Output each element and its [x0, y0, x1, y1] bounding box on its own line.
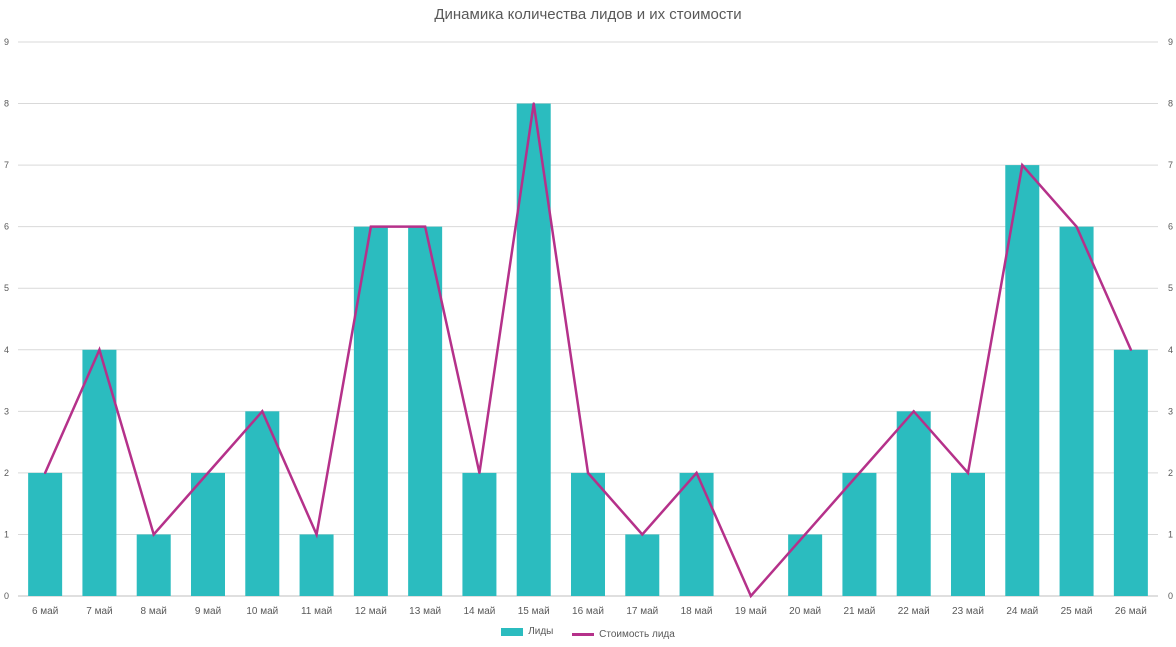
y2-tick-label: 4: [1168, 345, 1173, 355]
line-point: [315, 533, 318, 536]
y-tick-label: 3: [4, 406, 9, 416]
x-tick-label: 13 май: [409, 606, 441, 617]
x-tick-label: 16 май: [572, 606, 604, 617]
bar: [28, 472, 63, 596]
bar: [299, 534, 334, 596]
line-point: [532, 102, 535, 105]
bar: [625, 534, 660, 596]
line-point: [98, 348, 101, 351]
x-tick-label: 15 май: [518, 606, 550, 617]
line-point: [1075, 225, 1078, 228]
line-point: [695, 471, 698, 475]
y2-tick-label: 8: [1168, 99, 1173, 109]
bar: [788, 534, 823, 596]
line-point: [206, 471, 210, 475]
bar: [679, 472, 714, 596]
y2-tick-label: 5: [1168, 283, 1173, 293]
x-tick-label: 10 май: [246, 606, 278, 617]
y-tick-label: 4: [4, 345, 9, 355]
y2-tick-label: 7: [1168, 160, 1173, 170]
bar: [245, 411, 280, 596]
chart-legend: Лиды Стоимость лида: [0, 626, 1176, 640]
y2-tick-label: 3: [1168, 406, 1173, 416]
line-point: [1129, 348, 1133, 351]
bar: [1005, 165, 1040, 596]
y-tick-label: 9: [4, 37, 9, 47]
y-tick-label: 0: [4, 591, 9, 601]
y2-tick-label: 2: [1168, 468, 1173, 478]
bar: [191, 472, 225, 596]
bar: [1059, 226, 1094, 596]
line-point: [152, 533, 155, 536]
x-tick-label: 14 май: [463, 606, 495, 617]
line-point: [912, 410, 915, 413]
line-point: [1021, 163, 1024, 167]
legend-bar-swatch: [501, 627, 524, 636]
x-tick-label: 7 май: [86, 606, 112, 617]
y-tick-label: 2: [4, 468, 9, 478]
bar: [951, 472, 985, 596]
x-tick-label: 21 май: [843, 606, 875, 617]
x-tick-label: 26 май: [1115, 606, 1147, 617]
chart-title: Динамика количества лидов и их стоимости: [434, 6, 742, 23]
y-tick-label: 7: [4, 160, 9, 170]
x-tick-label: 6 май: [32, 606, 58, 617]
legend-label-line: Стоимость лида: [599, 628, 675, 640]
bar: [571, 472, 605, 596]
line-point: [43, 471, 47, 475]
x-tick-label: 17 май: [626, 606, 658, 617]
y2-tick-label: 0: [1168, 591, 1173, 601]
x-tick-label: 8 май: [141, 606, 167, 617]
bar: [462, 472, 497, 596]
y-tick-label: 5: [4, 283, 9, 293]
x-tick-label: 22 май: [898, 606, 930, 617]
line-point: [423, 225, 427, 228]
x-tick-label: 20 май: [789, 606, 821, 617]
line-point: [641, 533, 644, 536]
y-tick-label: 6: [4, 222, 9, 232]
x-tick-label: 18 май: [681, 606, 713, 617]
bar: [353, 226, 388, 596]
line-point: [261, 410, 264, 413]
line-point: [858, 471, 861, 475]
bar: [408, 226, 443, 596]
legend-line-swatch: [572, 632, 595, 636]
line-point: [966, 471, 970, 475]
line-point: [369, 225, 373, 228]
x-tick-label: 9 май: [195, 606, 221, 617]
y2-tick-label: 6: [1168, 222, 1173, 232]
y2-tick-label: 1: [1168, 529, 1173, 539]
bar: [1113, 349, 1148, 596]
line-point: [478, 471, 481, 475]
y-tick-label: 8: [4, 99, 9, 109]
bar: [136, 534, 171, 596]
x-tick-label: 23 май: [952, 606, 984, 617]
legend-item-line: Стоимость лида: [572, 629, 675, 640]
x-tick-label: 11 май: [301, 606, 332, 617]
x-tick-label: 19 май: [735, 606, 767, 617]
legend-item-bar: Лиды: [501, 626, 553, 637]
y-tick-label: 1: [4, 529, 9, 539]
x-tick-label: 12 май: [355, 606, 387, 617]
line-point: [749, 594, 753, 598]
legend-label-bar: Лиды: [528, 626, 554, 637]
line-point: [803, 533, 807, 536]
bar: [842, 472, 877, 596]
line-point: [586, 471, 590, 475]
x-tick-label: 25 май: [1061, 606, 1093, 617]
bar: [896, 411, 931, 596]
y2-tick-label: 9: [1168, 37, 1173, 47]
x-tick-label: 24 май: [1006, 606, 1038, 617]
